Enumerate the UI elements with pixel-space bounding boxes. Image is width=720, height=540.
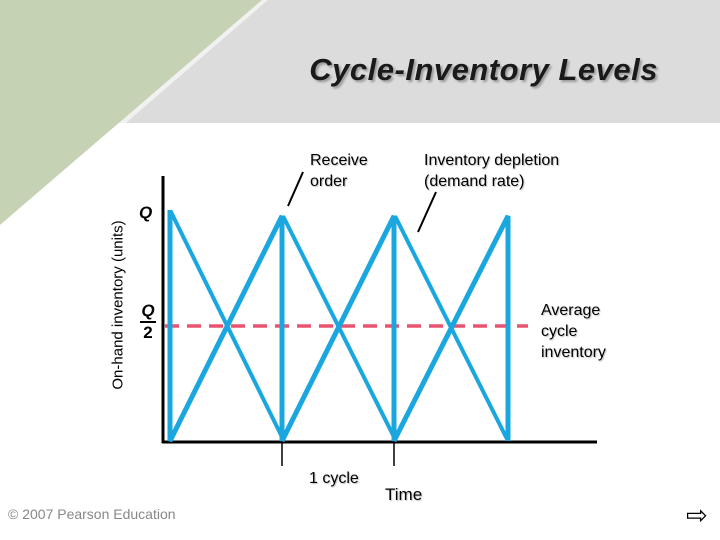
y-axis-label: On-hand inventory (units) (109, 220, 127, 390)
q-label: Q (139, 203, 153, 222)
receive-order-label: Receive order (310, 150, 368, 192)
average-line3: inventory (541, 344, 606, 361)
x-axis-label: Time (385, 485, 423, 504)
receive-order-pointer (287, 171, 304, 207)
receive-order-line1: Receive (310, 152, 368, 169)
average-cycle-inventory-label: Average cycle inventory (541, 300, 606, 363)
fraction-bar (140, 321, 156, 323)
half-q-label: Q 2 (138, 302, 158, 342)
half-q-numerator: Q (141, 301, 155, 320)
copyright-footer: © 2007 Pearson Education (8, 506, 176, 522)
corner-edge (0, 0, 268, 232)
depletion-pointer (417, 191, 437, 233)
depletion-segment-3 (393, 215, 509, 440)
depletion-segment-1 (169, 211, 285, 440)
half-q-denominator: 2 (143, 323, 153, 342)
right-arrow-icon: ⇨ (686, 500, 708, 530)
depletion-line2: (demand rate) (424, 173, 525, 190)
next-slide-button[interactable]: ⇨ (686, 500, 708, 531)
depletion-segment-2 (281, 215, 397, 440)
receive-order-line2: order (310, 173, 348, 190)
cycle-label: 1 cycle (309, 470, 359, 487)
average-line1: Average (541, 302, 601, 319)
depletion-label: Inventory depletion (demand rate) (424, 150, 559, 192)
depletion-line1: Inventory depletion (424, 152, 560, 169)
average-line2: cycle (541, 323, 578, 340)
slide-title: Cycle-Inventory Levels (309, 52, 658, 87)
